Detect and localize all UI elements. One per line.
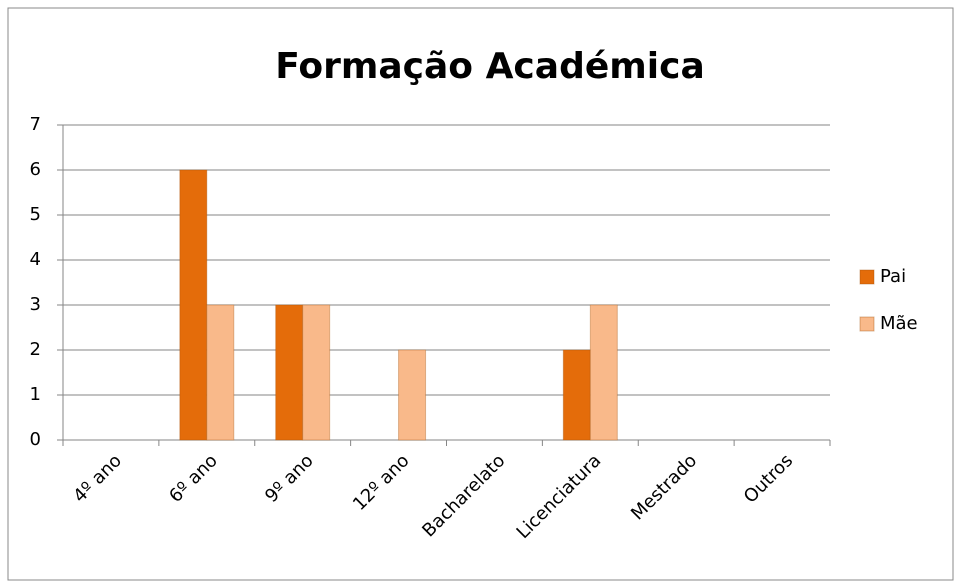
y-tick-label: 6	[30, 159, 41, 180]
y-tick-label: 5	[30, 204, 41, 225]
chart-frame	[7, 7, 954, 581]
y-tick-label: 3	[30, 294, 41, 315]
bar	[398, 349, 427, 441]
legend-label: Pai	[880, 266, 906, 287]
y-tick-label: 1	[30, 384, 41, 405]
y-tick-label: 4	[30, 249, 41, 270]
chart-title: Formação Académica	[275, 46, 705, 87]
bar	[179, 169, 208, 441]
legend-swatch	[859, 316, 875, 332]
y-tick-label: 0	[30, 429, 41, 450]
bar	[562, 349, 591, 441]
legend-label: Mãe	[880, 313, 918, 334]
bar	[302, 304, 331, 441]
y-tick-label: 7	[30, 114, 41, 135]
y-tick-label: 2	[30, 339, 41, 360]
bar	[206, 304, 235, 441]
bar	[275, 304, 304, 441]
legend-swatch	[859, 269, 875, 285]
bar	[589, 304, 618, 441]
